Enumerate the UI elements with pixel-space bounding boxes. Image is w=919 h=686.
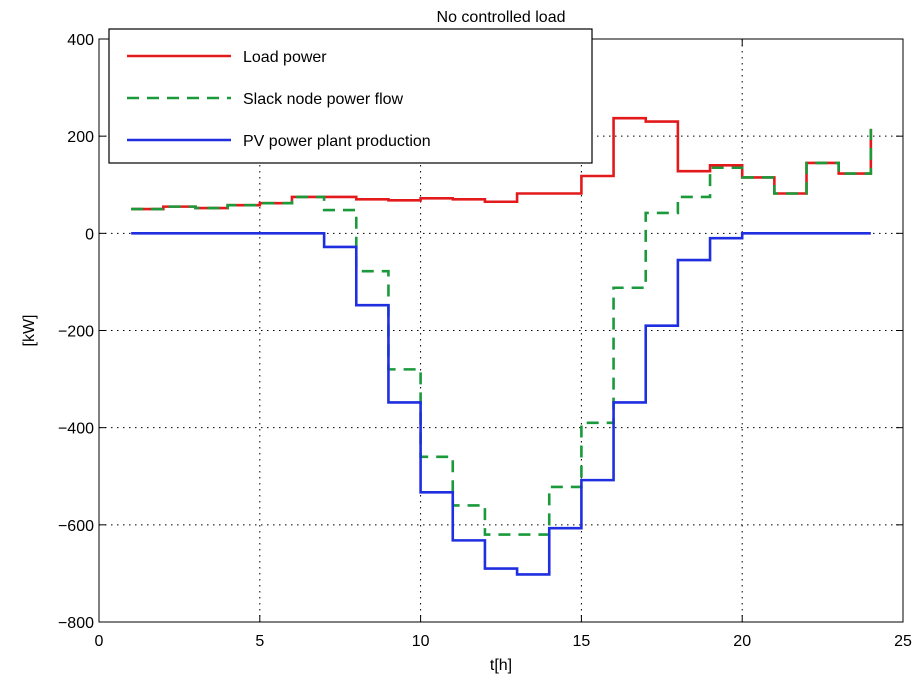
legend: Load power Slack node power flow PV power … — [108, 28, 593, 164]
legend-label: Load power — [243, 49, 327, 66]
y-tick-label: −600 — [58, 518, 94, 535]
y-tick-label: 400 — [67, 32, 94, 49]
x-tick-label: 25 — [894, 633, 912, 650]
y-tick-label: 0 — [85, 226, 94, 243]
y-axis-label: [kW] — [21, 315, 38, 347]
x-tick-label: 0 — [95, 633, 104, 650]
y-tick-label: −800 — [58, 615, 94, 632]
chart-title: No controlled load — [437, 9, 566, 26]
y-tick-label: −400 — [58, 421, 94, 438]
x-tick-label: 15 — [573, 633, 591, 650]
y-tick-label: 200 — [67, 129, 94, 146]
x-tick-label: 5 — [255, 633, 264, 650]
series-group — [131, 116, 873, 576]
y-tick-label: −200 — [58, 324, 94, 341]
series-line-slack-node-power-flow — [131, 128, 873, 536]
legend-label: PV power plant production — [243, 133, 431, 150]
x-tick-label: 10 — [412, 633, 430, 650]
legend-label: Slack node power flow — [243, 91, 404, 108]
tick-labels-group: 0 5 10 15 20 25 −800 −600 −400 −200 0 200 400 — [58, 32, 912, 650]
x-axis-label: t[h] — [490, 657, 512, 674]
series-line-pv-power-plant-production — [131, 232, 871, 576]
x-tick-label: 20 — [733, 633, 751, 650]
